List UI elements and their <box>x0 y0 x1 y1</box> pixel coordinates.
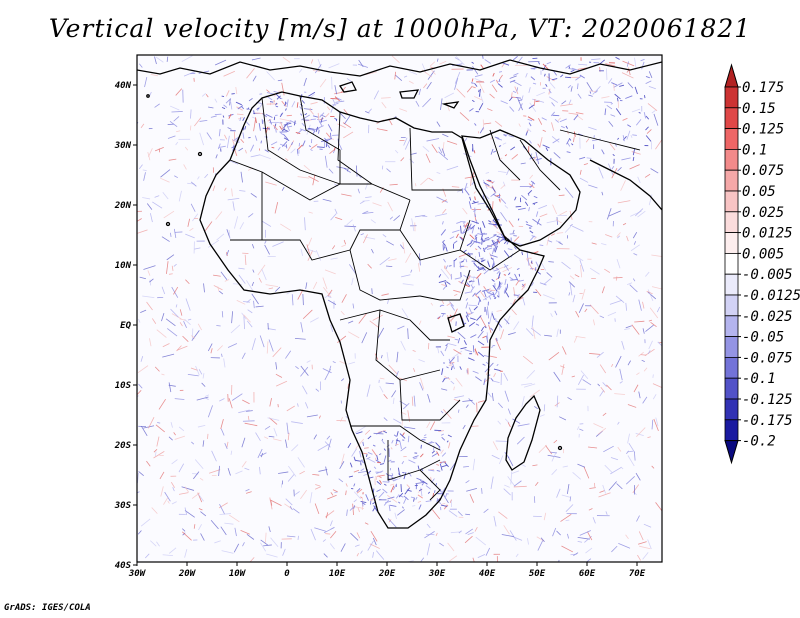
colorbar-label: -0.2 <box>742 434 776 450</box>
colorbar-label: 0.125 <box>742 122 784 138</box>
footer-credit: GrADS: IGES/COLA <box>4 603 91 613</box>
colorbar-swatch <box>724 419 739 441</box>
madagascar-coastline <box>505 394 541 471</box>
med-island-3 <box>441 101 460 109</box>
colorbar-swatch <box>724 211 739 234</box>
country-borders <box>229 95 641 501</box>
colorbar-swatch <box>724 273 739 296</box>
colorbar-swatch <box>724 356 739 379</box>
chart-title: Vertical velocity [m/s] at 1000hPa, VT: … <box>48 14 752 43</box>
colorbar-label: 0.1 <box>742 142 767 158</box>
colorbar-label: 0.15 <box>742 101 776 117</box>
colorbar-swatch <box>724 294 739 317</box>
colorbar-swatch <box>724 107 739 130</box>
map-frame <box>137 55 662 562</box>
colorbar-label: -0.05 <box>742 330 784 346</box>
colorbar-swatch <box>724 86 739 109</box>
lon-label: 10E <box>329 569 346 579</box>
lat-label: 30S <box>114 501 132 511</box>
lake-victoria <box>447 313 465 333</box>
med-island-2 <box>399 89 420 99</box>
lat-label: 20N <box>114 201 132 211</box>
colorbar-swatch <box>724 336 739 358</box>
lon-label: 60E <box>579 569 596 579</box>
colorbar-swatch <box>724 315 739 337</box>
africa-coastline <box>199 91 545 529</box>
map-border <box>136 54 663 563</box>
arabia-coastline <box>461 129 581 247</box>
colorbar-swatch <box>724 128 739 150</box>
velocity-field <box>137 55 662 562</box>
lat-label: 10S <box>115 381 132 391</box>
lon-label: 0 <box>284 569 290 579</box>
colorbar-label: -0.025 <box>742 309 793 325</box>
colorbar-swatch <box>724 148 739 171</box>
lat-label: EQ <box>120 321 131 331</box>
lon-label: 50E <box>529 569 546 579</box>
colorbar-label: -0.125 <box>742 392 793 408</box>
lon-label: 30W <box>128 569 147 579</box>
colorbar-label: -0.075 <box>742 350 793 366</box>
lat-label: 30N <box>114 141 132 151</box>
colorbar-swatch <box>724 252 739 275</box>
colorbar-swatch <box>724 377 739 400</box>
lat-label: 40N <box>115 81 132 91</box>
colorbar-label: -0.0125 <box>742 288 800 304</box>
colorbar-label: 0.005 <box>742 246 784 262</box>
colorbar-label: 0.075 <box>742 163 784 179</box>
lat-label: 10N <box>115 261 132 271</box>
lon-label: 10W <box>229 569 247 579</box>
lon-label: 70E <box>629 569 646 579</box>
colorbar-swatch <box>724 398 739 421</box>
map-axes: 30W 20W 10W 0 10E 20E 30E 40E 50E 60E 70E 40N 30N 20N… <box>114 81 646 579</box>
coastlines <box>137 59 662 529</box>
colorbar-top-arrow <box>724 63 739 88</box>
lon-label: 20E <box>378 569 396 579</box>
south-asia-coastline <box>589 159 662 211</box>
colorbar-label: 0.05 <box>742 184 776 200</box>
lon-label: 20W <box>178 569 197 579</box>
colorbar-swatch <box>724 169 739 192</box>
lon-label: 30E <box>428 569 446 579</box>
colorbar-label: 0.175 <box>742 80 784 96</box>
colorbar-swatch <box>724 190 739 213</box>
lat-label: 20S <box>114 441 132 451</box>
colorbar-swatch <box>724 232 739 254</box>
north-coastline <box>137 59 662 77</box>
colorbar-label: -0.1 <box>742 371 776 387</box>
lon-label: 40E <box>479 569 496 579</box>
med-island-1 <box>338 81 357 93</box>
colorbar: 0.175 0.15 0.125 0.1 0.075 0.05 0.025 0.0125 0.0… <box>724 63 800 465</box>
colorbar-label: -0.175 <box>742 413 793 429</box>
colorbar-bottom-arrow <box>724 440 739 465</box>
colorbar-label: 0.025 <box>742 205 784 221</box>
colorbar-label: 0.0125 <box>742 226 793 242</box>
colorbar-label: -0.005 <box>742 267 793 283</box>
lat-label: 40S <box>115 561 132 571</box>
